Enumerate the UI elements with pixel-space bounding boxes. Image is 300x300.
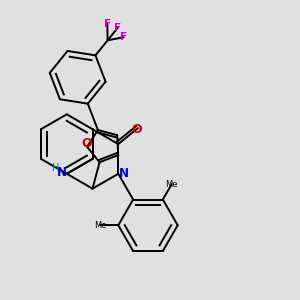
Text: F: F xyxy=(114,22,122,33)
Text: N: N xyxy=(56,166,66,179)
Text: N: N xyxy=(118,167,129,180)
Text: Me: Me xyxy=(166,180,178,189)
Text: H: H xyxy=(52,164,59,173)
Text: F: F xyxy=(120,32,127,42)
Text: F: F xyxy=(104,19,111,29)
Text: O: O xyxy=(131,123,142,136)
Text: Me: Me xyxy=(94,221,107,230)
Text: O: O xyxy=(82,137,92,150)
